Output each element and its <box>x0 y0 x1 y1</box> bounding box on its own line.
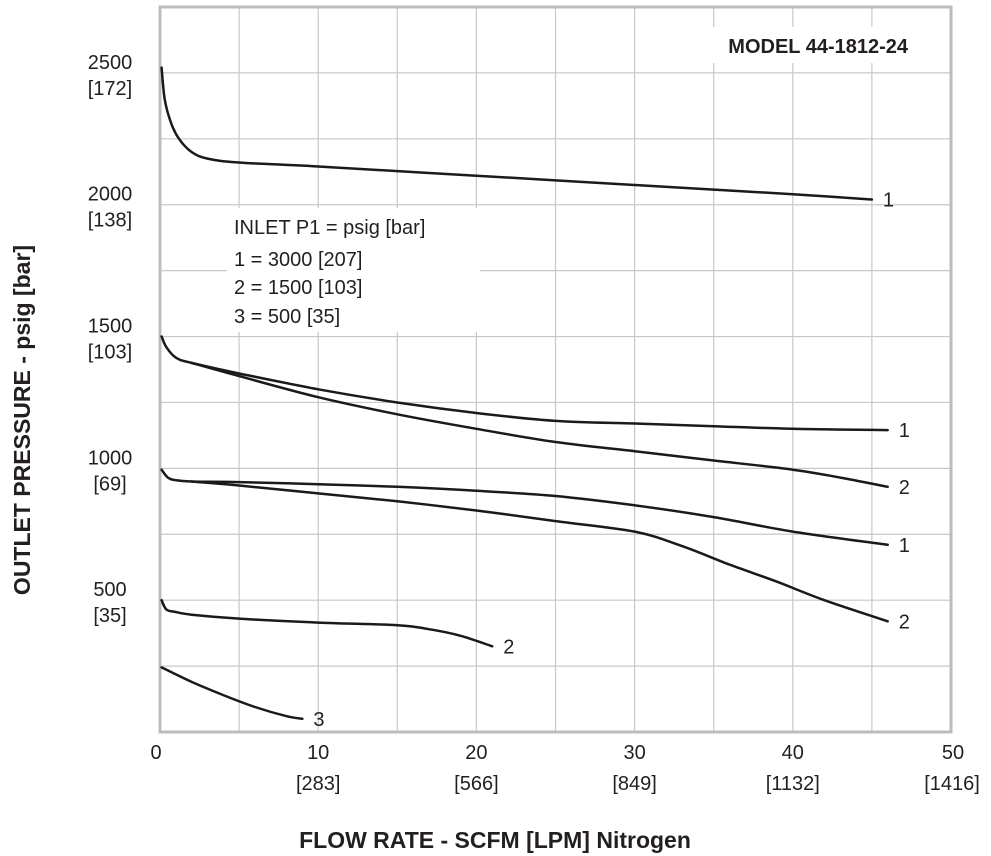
x-axis-label: FLOW RATE - SCFM [LPM] Nitrogen <box>299 827 691 853</box>
curve-series-4 <box>160 468 889 547</box>
y-tick-sublabel-5: [172] <box>88 78 132 100</box>
curve-label-2: 1 <box>899 420 910 442</box>
x-tick-label-2: 10 <box>307 742 329 764</box>
curves <box>160 66 889 721</box>
x-tick-sublabel-4: [849] <box>612 773 656 795</box>
x-tick-sublabel-3: [566] <box>454 773 498 795</box>
legend-entry-3: 3 = 500 [35] <box>234 306 340 328</box>
y-tick-label-5: 2500 <box>88 52 133 74</box>
curve-series-7 <box>160 666 304 721</box>
y-tick-label-3: 1500 <box>88 316 133 338</box>
curve-label-3: 2 <box>899 477 910 499</box>
curve-series-3 <box>190 361 889 489</box>
x-tick-sublabel-5: [1132] <box>766 773 820 795</box>
y-tick-sublabel-2: [69] <box>93 473 126 495</box>
curve-series-1 <box>160 66 874 201</box>
x-tick-label-3: 20 <box>465 742 487 764</box>
curve-series-2 <box>160 335 889 432</box>
y-tick-sublabel-4: [138] <box>88 210 132 232</box>
y-tick-sublabel-1: [35] <box>93 605 126 627</box>
x-tick-labels: 0 10 [283] 20 [566] 30 [849] 40 [1132] 50 [1416] <box>150 742 979 795</box>
grid <box>160 7 951 732</box>
y-tick-label-2: 1000 <box>88 447 133 469</box>
legend-title: INLET P1 = psig [bar] <box>234 217 425 239</box>
y-tick-label-1: 500 <box>93 579 126 601</box>
curve-series-5 <box>190 480 889 623</box>
curve-label-5: 2 <box>899 611 910 633</box>
chart-title: MODEL 44-1812-24 <box>728 36 909 58</box>
curve-label-4: 1 <box>899 535 910 557</box>
y-tick-labels: 500 [35] 1000 [69] 1500 [103] 2000 [138] 2500 [17… <box>88 52 133 627</box>
x-tick-label-5: 40 <box>782 742 804 764</box>
legend-entry-2: 2 = 1500 [103] <box>234 277 362 299</box>
legend-entry-1: 1 = 3000 [207] <box>234 249 362 271</box>
legend-box <box>227 208 480 332</box>
y-tick-label-4: 2000 <box>88 184 133 206</box>
x-tick-sublabel-2: [283] <box>296 773 340 795</box>
x-tick-label-4: 30 <box>623 742 645 764</box>
plot-frame <box>158 5 953 734</box>
curve-series-6 <box>160 598 494 648</box>
curve-label-1: 1 <box>883 190 894 212</box>
curve-labels: 1 1 2 1 2 2 3 <box>313 190 909 731</box>
x-tick-label-1: 0 <box>150 742 161 764</box>
x-tick-sublabel-6: [1416] <box>924 773 980 795</box>
x-tick-label-6: 50 <box>942 742 964 764</box>
curve-label-7: 3 <box>313 709 324 731</box>
y-tick-sublabel-3: [103] <box>88 342 132 364</box>
y-axis-label: OUTLET PRESSURE - psig [bar] <box>9 245 35 595</box>
title-backdrop <box>657 27 920 63</box>
curve-label-6: 2 <box>503 636 514 658</box>
